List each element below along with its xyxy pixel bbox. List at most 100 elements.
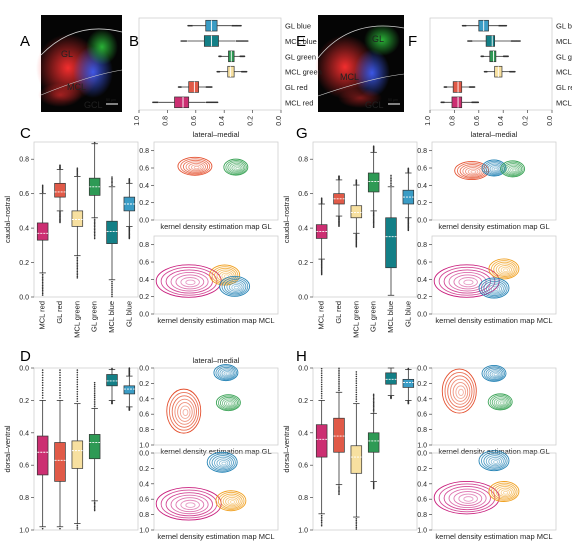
outlier-point (355, 382, 358, 385)
outlier-point (372, 225, 375, 227)
outlier-point (59, 386, 61, 389)
outlier-point (93, 396, 96, 399)
outlier-point (41, 283, 44, 285)
plot-frame (153, 235, 279, 315)
outlier-point (128, 237, 131, 240)
outlier-point (372, 397, 375, 400)
outlier-point (338, 367, 340, 370)
outlier-point (519, 40, 521, 42)
y-tick-label: 0.0 (417, 451, 427, 458)
outlier-point (128, 178, 131, 180)
y-tick-label: 0.0 (417, 218, 427, 225)
y-tick-label: 0.2 (139, 200, 149, 207)
kde-contour (216, 269, 235, 282)
outlier-point (76, 174, 79, 177)
y-tick-label: 0.8 (298, 495, 308, 502)
box-gl-blue (123, 385, 136, 395)
y-tick-label: 0.4 (298, 430, 308, 437)
category-label: GL green (369, 301, 378, 332)
panel-letter-a: A (20, 33, 30, 50)
outlier-point (93, 505, 96, 508)
outlier-point (76, 273, 79, 276)
outlier-point (245, 70, 248, 73)
kde-map-d-kde-gl: 0.0 0.2 0.4 0.6 0.8 1.0 lateral–medial kernel d… (139, 356, 279, 456)
x-tick-label: 0.2 (248, 116, 255, 126)
outlier-point (320, 514, 323, 517)
outlier-point (338, 378, 340, 381)
outlier-point (211, 86, 213, 88)
kde-contour (508, 165, 520, 174)
kde-contour (452, 382, 469, 402)
kde-contour (235, 166, 240, 171)
kde-contour (470, 170, 477, 174)
outlier-point (76, 526, 79, 528)
panel-letter-h: H (296, 348, 307, 365)
y-tick-label: 0.2 (298, 398, 308, 405)
kde-contour (495, 485, 514, 499)
micrograph-scale: 50 µm (106, 98, 116, 102)
outlier-point (338, 387, 340, 390)
kde-map-d-kde-mcl: 0.0 0.2 0.4 0.6 0.8 1.0 kernel density estimat… (139, 451, 279, 541)
outlier-point (41, 394, 44, 397)
y-tick-label: 0.0 (139, 218, 149, 225)
outlier-point (93, 394, 96, 397)
kde-contour (491, 371, 500, 378)
outlier-point (111, 184, 113, 187)
outlier-point (41, 376, 44, 379)
outlier-point (111, 286, 113, 289)
outlier-point (59, 381, 61, 384)
kde-contour (217, 491, 245, 510)
outlier-point (216, 101, 219, 104)
outlier-point (76, 381, 79, 383)
kde-contour (490, 260, 518, 279)
boxplot-b: 1.0 0.8 0.6 0.4 0.2 0.0 GL blue MCL blue GL gree… (134, 17, 322, 126)
x-tick-label: 1.0 (425, 116, 432, 126)
outlier-point (372, 215, 375, 218)
outlier-point (59, 371, 61, 374)
kde-contour (490, 482, 518, 501)
category-label: MCL red (317, 301, 326, 329)
y-axis-label: caudal–rostral (3, 196, 12, 243)
outlier-point (372, 401, 375, 404)
category-label: MCL green (72, 301, 81, 338)
outlier-point (355, 521, 358, 523)
outlier-point (76, 524, 79, 527)
box-mcl-red (36, 435, 49, 476)
outlier-point (76, 277, 79, 279)
outlier-point (128, 409, 131, 411)
plot-frame (431, 235, 557, 315)
outlier-point (338, 489, 340, 491)
outlier-point (390, 184, 392, 186)
y-tick-label: 0.4 (417, 183, 427, 190)
category-label: MCL blue (556, 37, 572, 46)
outlier-point (93, 385, 96, 388)
kde-contour (223, 158, 249, 176)
kde-contour (188, 162, 204, 172)
kde-contour (467, 168, 479, 175)
box-gl-red (54, 442, 66, 482)
kde-contour (510, 167, 518, 173)
outlier-point (372, 214, 375, 217)
y-tick-label: 1.0 (417, 528, 427, 535)
outlier-point (93, 221, 96, 224)
category-label: GL green (556, 52, 572, 61)
y-tick-label: 1.0 (19, 528, 29, 535)
outlier-point (372, 403, 375, 405)
kde-contour (458, 388, 464, 396)
box-gl-green (367, 172, 380, 193)
outlier-point (76, 267, 79, 270)
outlier-point (338, 175, 340, 177)
outlier-point (320, 521, 323, 524)
kde-contour (485, 282, 504, 295)
y-tick-label: 1.0 (298, 528, 308, 535)
kde-contour (180, 158, 211, 175)
micrograph-label-gl: GL (61, 49, 73, 59)
outlier-point (338, 385, 340, 388)
outlier-point (93, 387, 96, 389)
outlier-point (320, 385, 323, 388)
outlier-point (41, 286, 44, 288)
y-tick-label: 0.6 (139, 497, 149, 504)
outlier-point (355, 396, 358, 398)
outlier-point (320, 197, 323, 200)
kde-xlabel: kernel density estimation map GL (160, 447, 271, 456)
